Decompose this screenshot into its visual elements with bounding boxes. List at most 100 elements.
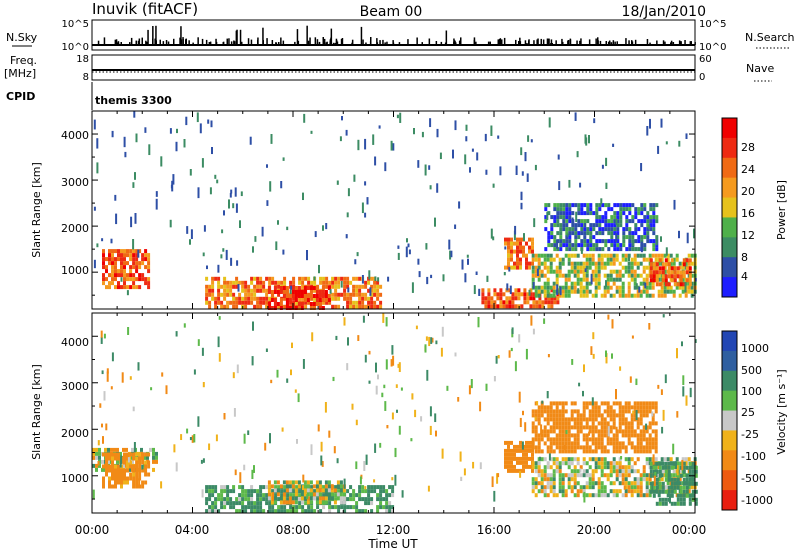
- echo-cell: [364, 138, 367, 150]
- echo-cell: [597, 285, 601, 290]
- echo-cell: [594, 449, 598, 454]
- echo-cell: [364, 284, 368, 289]
- echo-cell: [291, 294, 295, 298]
- echo-cell: [531, 445, 535, 450]
- echo-cell: [643, 207, 647, 212]
- echo-cell: [519, 257, 522, 262]
- echo-cell: [244, 509, 248, 514]
- power-colorbar-tick: 24: [741, 163, 755, 176]
- echo-cell: [247, 493, 251, 498]
- echo-cell: [662, 409, 665, 421]
- echo-cell: [658, 465, 662, 470]
- echo-cell: [645, 425, 649, 430]
- echo-cell: [556, 296, 560, 301]
- echo-cell: [605, 353, 608, 364]
- echo-cell: [514, 296, 518, 301]
- echo-cell: [120, 269, 123, 274]
- echo-cell: [571, 217, 574, 224]
- echo-cell: [553, 247, 557, 252]
- echo-cell: [661, 485, 665, 490]
- echo-cell: [615, 477, 619, 482]
- nsky-bar: [501, 39, 503, 45]
- echo-cell: [600, 441, 604, 446]
- echo-cell: [600, 417, 604, 422]
- colorbar-segment: [722, 118, 737, 139]
- echo-cell: [543, 489, 547, 494]
- nsky-bar: [489, 41, 491, 46]
- echo-cell: [292, 296, 296, 301]
- echo-cell: [270, 298, 274, 302]
- echo-cell: [550, 227, 554, 232]
- echo-cell: [226, 292, 230, 297]
- echo-cell: [538, 304, 542, 309]
- echo-cell: [459, 451, 462, 462]
- echo-cell: [525, 253, 528, 258]
- echo-cell: [609, 437, 613, 442]
- echo-cell: [282, 157, 285, 161]
- echo-cell: [378, 125, 381, 129]
- echo-cell: [609, 489, 613, 494]
- echo-cell: [594, 445, 598, 450]
- echo-cell: [540, 433, 544, 438]
- echo-cell: [577, 203, 581, 208]
- echo-cell: [247, 300, 251, 305]
- echo-cell: [652, 489, 656, 494]
- echo-cell: [250, 292, 254, 297]
- echo-cell: [678, 469, 682, 474]
- echo-cell: [607, 247, 611, 252]
- echo-cell: [690, 293, 694, 298]
- echo-cell: [304, 276, 308, 281]
- echo-cell: [343, 505, 347, 510]
- echo-cell: [318, 500, 322, 505]
- echo-cell: [352, 489, 356, 494]
- power-ylabel: Slant Range [km]: [30, 162, 43, 258]
- echo-cell: [267, 290, 271, 294]
- echo-cell: [658, 258, 662, 263]
- echo-cell: [567, 421, 571, 426]
- echo-cell: [303, 484, 307, 489]
- echo-cell: [315, 286, 319, 290]
- echo-cell: [175, 331, 178, 337]
- echo-cell: [600, 429, 604, 434]
- echo-cell: [102, 452, 105, 457]
- echo-cell: [111, 130, 114, 138]
- echo-cell: [661, 461, 665, 466]
- echo-cell: [250, 509, 254, 514]
- echo-cell: [175, 462, 178, 472]
- echo-cell: [636, 421, 640, 426]
- echo-cell: [531, 249, 534, 254]
- echo-cell: [540, 273, 544, 278]
- echo-cell: [568, 231, 572, 236]
- nsky-bar: [503, 37, 506, 46]
- nsky-bar: [318, 41, 321, 46]
- echo-cell: [664, 469, 668, 474]
- echo-cell: [286, 378, 289, 383]
- echo-cell: [582, 273, 586, 278]
- echo-cell: [328, 505, 332, 510]
- echo-cell: [600, 461, 604, 466]
- echo-cell: [250, 296, 254, 301]
- echo-cell: [592, 332, 595, 340]
- echo-cell: [676, 501, 680, 506]
- echo-cell: [546, 285, 550, 290]
- echo-cell: [490, 296, 494, 301]
- echo-cell: [358, 288, 362, 293]
- echo-cell: [642, 445, 646, 450]
- echo-cell: [609, 405, 613, 410]
- echo-cell: [589, 243, 593, 248]
- nsky-bar: [588, 39, 591, 46]
- echo-cell: [640, 241, 643, 253]
- echo-cell: [505, 304, 509, 309]
- echo-cell: [285, 306, 289, 310]
- echo-cell: [532, 282, 535, 289]
- echo-cell: [301, 280, 305, 285]
- station-title: Inuvik (fitACF): [92, 0, 198, 18]
- echo-cell: [612, 445, 616, 450]
- echo-cell: [565, 235, 569, 240]
- echo-cell: [546, 253, 550, 258]
- echo-cell: [306, 294, 310, 298]
- echo-cell: [660, 473, 664, 478]
- echo-cell: [135, 464, 139, 469]
- echo-cell: [669, 289, 673, 294]
- echo-cell: [655, 274, 659, 279]
